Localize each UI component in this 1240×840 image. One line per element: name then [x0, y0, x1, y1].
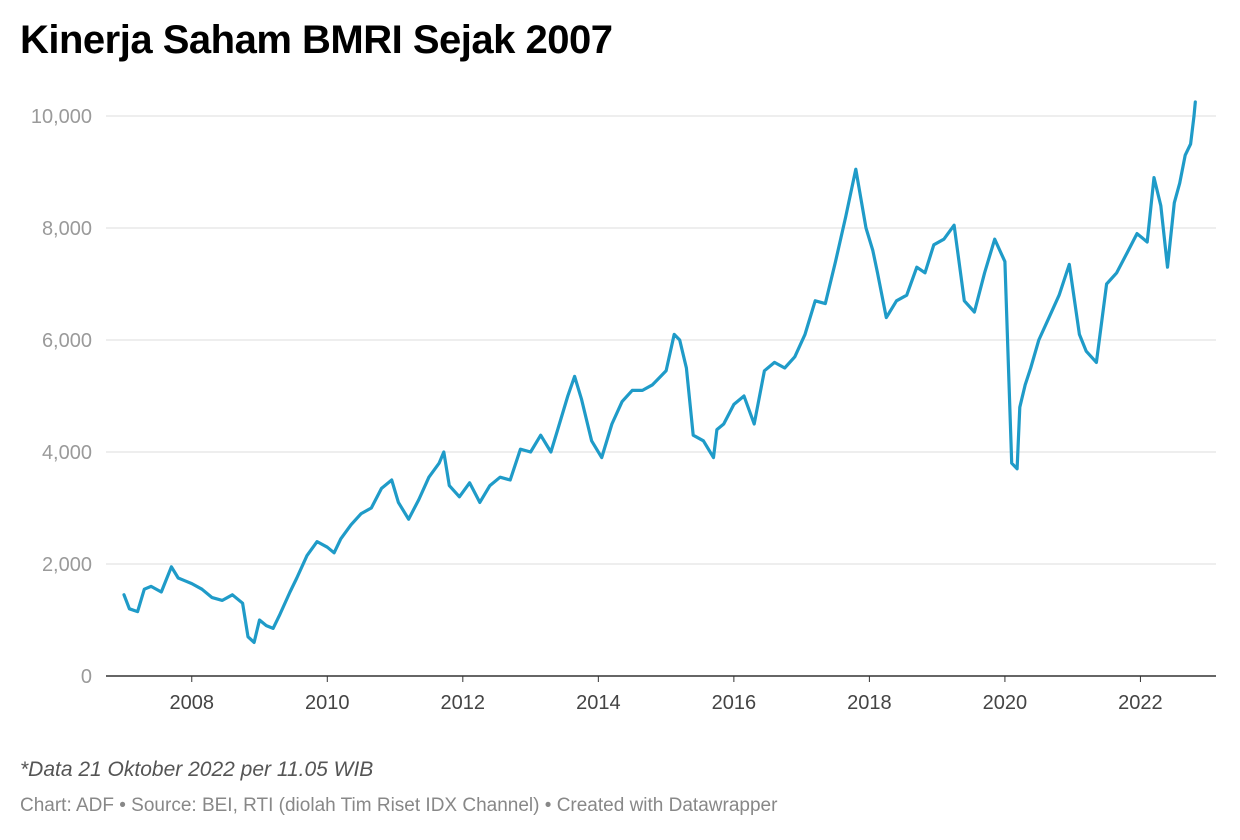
y-tick-label: 8,000	[42, 218, 92, 240]
y-tick-label: 0	[81, 666, 92, 688]
y-tick-label: 2,000	[42, 554, 92, 576]
x-tick-label: 2016	[712, 692, 757, 714]
x-tick-label: 2008	[170, 692, 215, 714]
x-tick-label: 2012	[441, 692, 486, 714]
y-tick-label: 10,000	[31, 106, 92, 128]
chart-title: Kinerja Saham BMRI Sejak 2007	[20, 18, 613, 62]
y-tick-label: 4,000	[42, 442, 92, 464]
x-axis-ticks: 2008 2010 2012 2014 2016 2018 2020 2022	[170, 676, 1163, 714]
data-note: *Data 21 Oktober 2022 per 11.05 WIB	[20, 758, 374, 781]
series-line-bmri	[122, 100, 1197, 644]
x-tick-label: 2020	[983, 692, 1028, 714]
y-tick-label: 6,000	[42, 330, 92, 352]
x-tick-label: 2022	[1118, 692, 1163, 714]
gridlines	[106, 115, 1216, 565]
x-tick-label: 2014	[576, 692, 621, 714]
y-axis-tick-labels: 0 2,000 4,000 6,000 8,000 10,000	[31, 106, 92, 688]
x-tick-label: 2018	[847, 692, 892, 714]
x-tick-label: 2010	[305, 692, 350, 714]
chart-credit: Chart: ADF • Source: BEI, RTI (diolah Ti…	[20, 795, 778, 816]
